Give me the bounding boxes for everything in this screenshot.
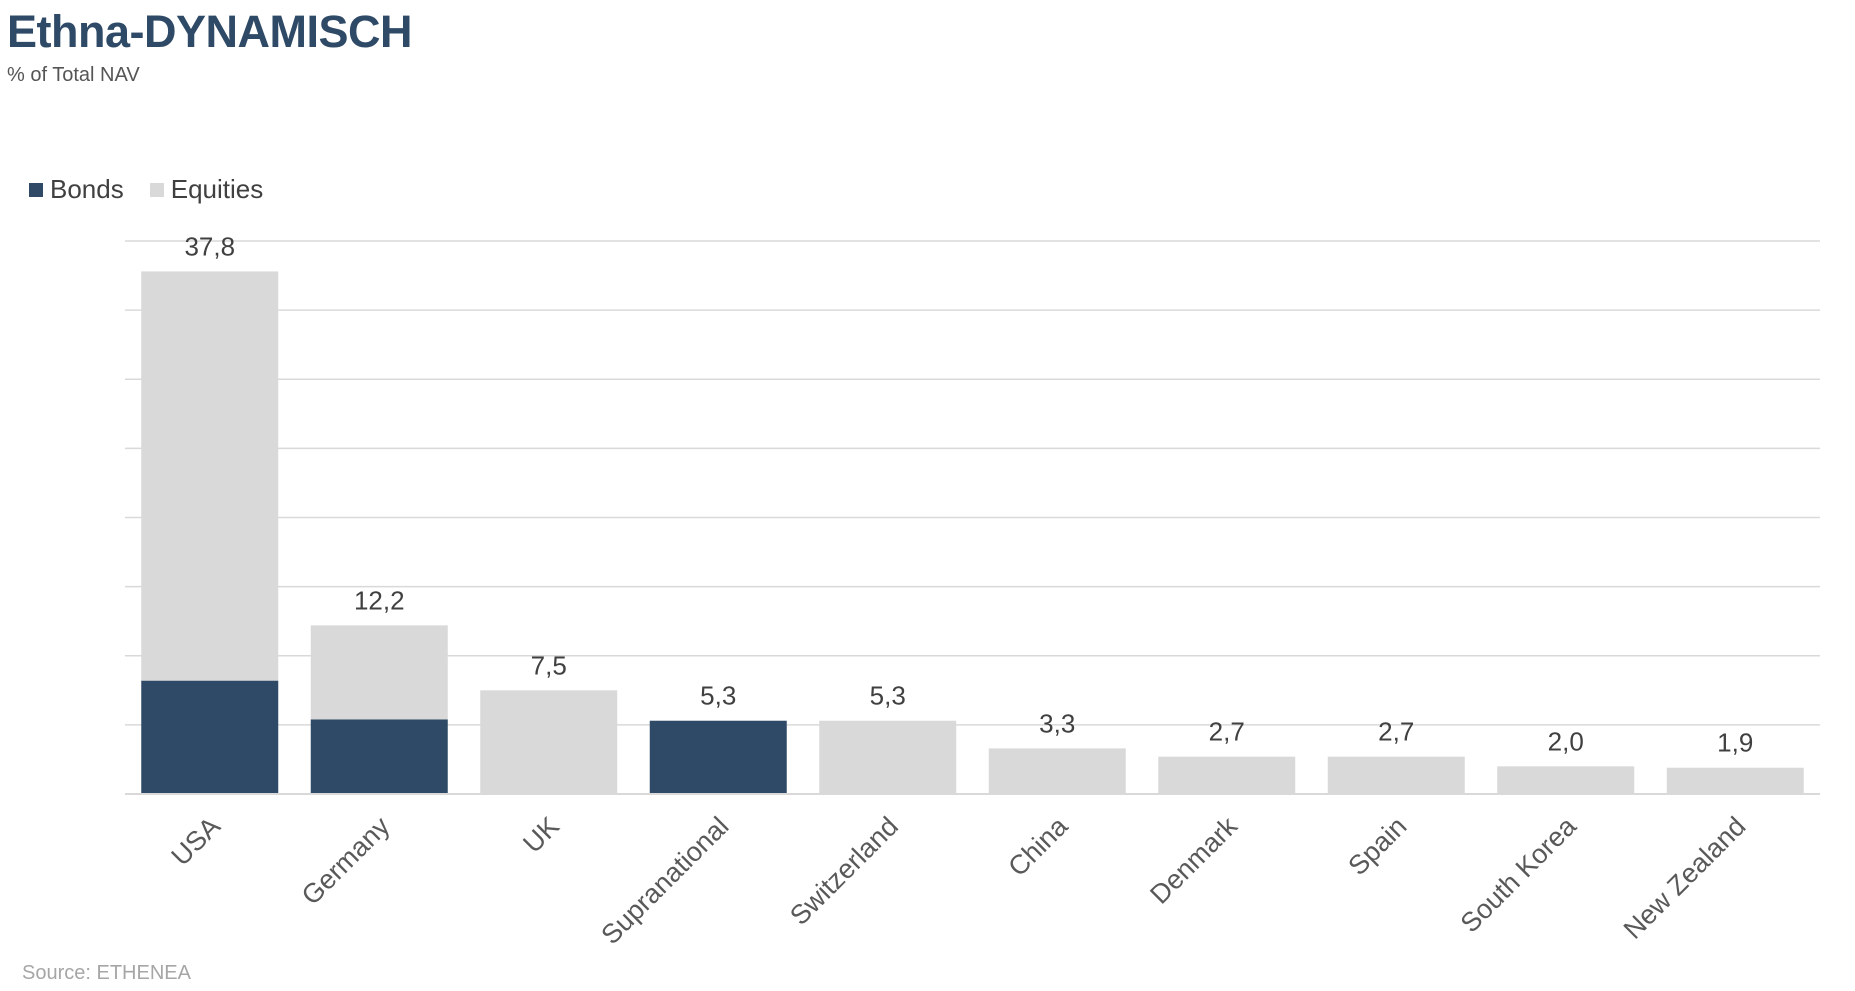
data-label-usa: 37,8 bbox=[184, 231, 235, 261]
x-tick-label-germany: Germany bbox=[296, 811, 396, 911]
bar-equities-spain bbox=[1327, 756, 1465, 794]
legend-item-bonds: Bonds bbox=[29, 174, 124, 205]
x-tick-label-switzerland: Switzerland bbox=[784, 811, 904, 931]
bar-equities-usa bbox=[141, 271, 279, 681]
bar-bonds-supranational bbox=[649, 720, 787, 794]
x-tick-label-new-zealand: New Zealand bbox=[1618, 811, 1752, 945]
data-label-denmark: 2,7 bbox=[1209, 717, 1245, 747]
data-label-supranational: 5,3 bbox=[700, 681, 736, 711]
bar-bonds-germany bbox=[310, 719, 448, 794]
bar-equities-uk bbox=[480, 690, 618, 794]
data-label-uk: 7,5 bbox=[531, 650, 567, 680]
data-label-china: 3,3 bbox=[1039, 708, 1075, 738]
bar-equities-germany bbox=[310, 625, 448, 720]
x-tick-label-denmark: Denmark bbox=[1144, 811, 1243, 910]
bar-equities-china bbox=[988, 748, 1126, 794]
chart-legend: Bonds Equities bbox=[29, 174, 289, 205]
legend-item-equities: Equities bbox=[149, 174, 264, 205]
bar-equities-south-korea bbox=[1497, 766, 1635, 794]
bar-equities-switzerland bbox=[819, 720, 957, 794]
chart-title: Ethna-DYNAMISCH bbox=[7, 6, 413, 57]
bar-bonds-usa bbox=[141, 680, 279, 794]
legend-swatch-bonds bbox=[29, 182, 43, 197]
chart-subtitle: % of Total NAV bbox=[7, 64, 140, 86]
data-label-spain: 2,7 bbox=[1378, 717, 1414, 747]
legend-label-bonds: Bonds bbox=[50, 174, 124, 204]
x-tick-label-spain: Spain bbox=[1342, 811, 1412, 881]
source-note: Source: ETHENEA bbox=[22, 962, 191, 984]
x-tick-label-south-korea: South Korea bbox=[1455, 810, 1583, 938]
legend-swatch-equities bbox=[149, 182, 164, 197]
data-label-germany: 12,2 bbox=[354, 585, 405, 615]
x-tick-label-uk: UK bbox=[517, 811, 565, 859]
legend-label-equities: Equities bbox=[170, 174, 264, 204]
x-tick-label-china: China bbox=[1002, 810, 1074, 882]
bar-equities-new-zealand bbox=[1666, 767, 1804, 794]
data-label-south-korea: 2,0 bbox=[1548, 726, 1584, 756]
data-label-new-zealand: 1,9 bbox=[1717, 728, 1753, 758]
x-tick-label-supranational: Supranational bbox=[595, 811, 734, 950]
x-tick-label-usa: USA bbox=[166, 811, 226, 871]
data-label-switzerland: 5,3 bbox=[870, 681, 906, 711]
bar-equities-denmark bbox=[1158, 756, 1296, 794]
